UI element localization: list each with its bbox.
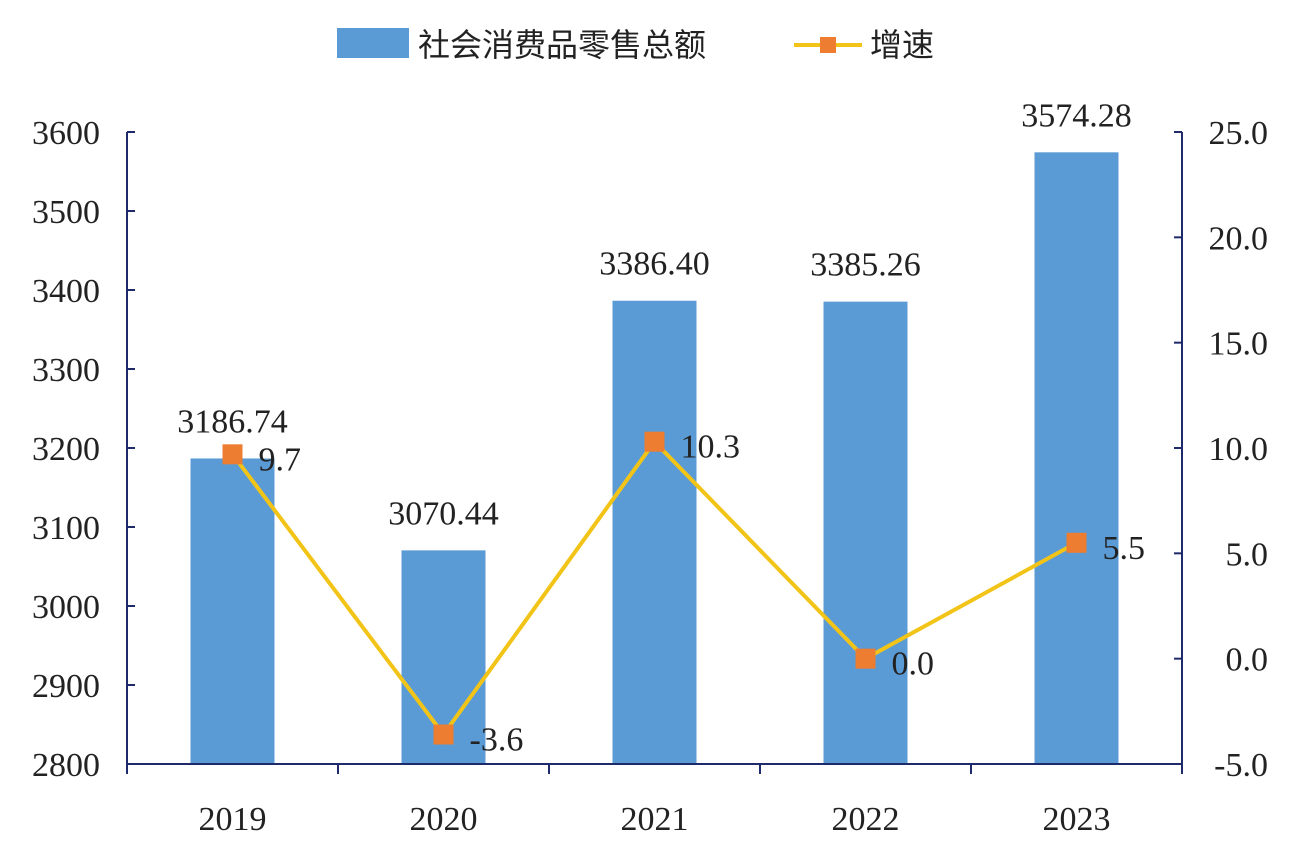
bar-value-label-2020: 3070.44 [388, 495, 499, 532]
legend-label-growth: 增速 [870, 26, 934, 64]
x-tick-label-2020: 2020 [410, 801, 478, 838]
y-right-tick-label: 5.0 [1226, 536, 1269, 573]
y-left-tick-label: 3400 [32, 273, 100, 310]
legend: 社会消费品零售总额 增速 [337, 26, 934, 64]
growth-line [222, 431, 1087, 745]
legend-swatch-marker [820, 37, 836, 53]
growth-value-label-2021: 10.3 [681, 429, 741, 466]
y-right-tick-label: 25.0 [1209, 115, 1269, 152]
growth-value-label-2019: 9.7 [259, 441, 302, 478]
bar-value-label-2019: 3186.74 [177, 403, 288, 440]
x-tick-label-2019: 2019 [199, 801, 267, 838]
growth-marker-2022 [855, 648, 876, 669]
x-tick-label-2021: 2021 [621, 801, 689, 838]
bar-2022 [823, 301, 908, 764]
y-left-tick-label: 3200 [32, 431, 100, 468]
growth-value-label-2020: -3.6 [470, 722, 524, 759]
x-tick-label-2022: 2022 [832, 801, 900, 838]
y-left-tick-label: 3000 [32, 589, 100, 626]
bar-2023 [1034, 152, 1119, 765]
bar-value-label-2021: 3386.40 [599, 246, 710, 283]
y-right-tick-label: 15.0 [1209, 326, 1269, 363]
bar-2021 [612, 300, 697, 764]
y-left-tick-label: 3100 [32, 510, 100, 547]
growth-marker-2019 [222, 444, 243, 465]
legend-label-retail: 社会消费品零售总额 [418, 26, 706, 64]
bar-2019 [190, 458, 275, 764]
growth-value-label-2023: 5.5 [1103, 530, 1146, 567]
y-right-tick-label: 10.0 [1209, 431, 1269, 468]
growth-marker-2023 [1066, 532, 1087, 553]
y-left-tick-label: 3300 [32, 352, 100, 389]
growth-marker-2020 [433, 724, 454, 745]
y-right-tick-label: -5.0 [1214, 747, 1268, 784]
y-left-tick-label: 2800 [32, 747, 100, 784]
y-left-tick-label: 2900 [32, 668, 100, 705]
x-tick-label-2023: 2023 [1043, 801, 1111, 838]
growth-value-label-2022: 0.0 [892, 646, 935, 683]
data-labels: 3186.74 3070.44 3386.40 3385.26 3574.28 9.7 -3… [177, 97, 1145, 758]
bar-value-label-2023: 3574.28 [1021, 97, 1132, 134]
y-right-tick-label: 20.0 [1209, 220, 1269, 257]
y-left-tick-label: 3500 [32, 194, 100, 231]
y-left-tick-label: 3600 [32, 115, 100, 152]
growth-marker-2021 [644, 431, 665, 452]
axes: 2800 2900 3000 3100 3200 3300 3400 3500 3600 -5.0… [32, 115, 1268, 838]
legend-swatch-bar [337, 28, 409, 58]
bar-value-label-2022: 3385.26 [810, 247, 921, 284]
bars [190, 152, 1119, 765]
y-right-tick-label: 0.0 [1226, 642, 1269, 679]
